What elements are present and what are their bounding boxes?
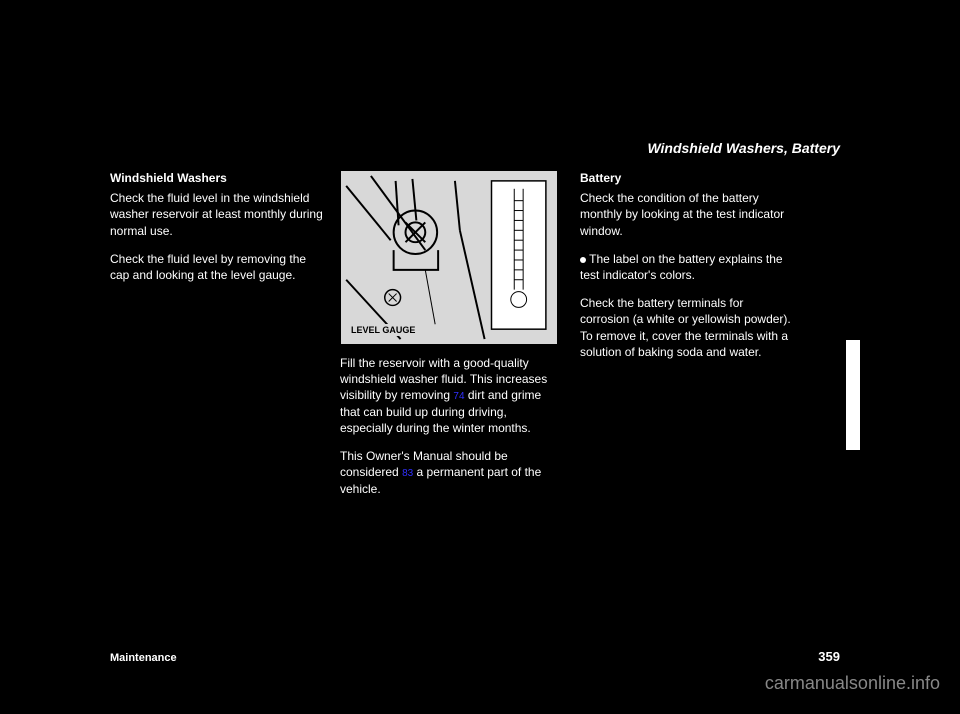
middle-column: Fill the reservoir with a good-quality w… xyxy=(340,355,558,509)
right-para-1: Check the condition of the battery month… xyxy=(580,190,795,239)
bullet-row: The label on the battery explains the te… xyxy=(580,251,795,283)
page-ref-link[interactable]: 83 xyxy=(402,468,413,479)
mid-para-1: Fill the reservoir with a good-quality w… xyxy=(340,355,558,436)
page-container: Windshield Washers, Battery xyxy=(0,0,960,714)
illustration-label: LEVEL GAUGE xyxy=(349,324,417,336)
level-gauge-illustration: LEVEL GAUGE xyxy=(340,170,558,345)
right-column: Battery Check the condition of the batte… xyxy=(580,170,795,372)
section-title: Windshield Washers, Battery xyxy=(647,140,840,156)
right-p2: The label on the battery explains the te… xyxy=(580,252,783,282)
left-para-2: Check the fluid level by removing the ca… xyxy=(110,251,325,283)
mid-para-2: This Owner's Manual should be considered… xyxy=(340,448,558,497)
battery-heading: Battery xyxy=(580,170,795,186)
footer-section-label: Maintenance xyxy=(110,652,177,664)
side-tab xyxy=(846,340,860,450)
level-gauge-svg xyxy=(341,171,557,344)
page-number: 359 xyxy=(818,649,840,664)
left-para-1: Check the fluid level in the windshield … xyxy=(110,190,325,239)
page-ref-link[interactable]: 74 xyxy=(453,391,464,402)
right-para-3: Check the battery terminals for corrosio… xyxy=(580,295,795,360)
left-column: Windshield Washers Check the fluid level… xyxy=(110,170,325,295)
bullet-dot-icon xyxy=(580,257,586,263)
washers-heading: Windshield Washers xyxy=(110,170,325,186)
watermark: carmanualsonline.info xyxy=(765,673,940,694)
